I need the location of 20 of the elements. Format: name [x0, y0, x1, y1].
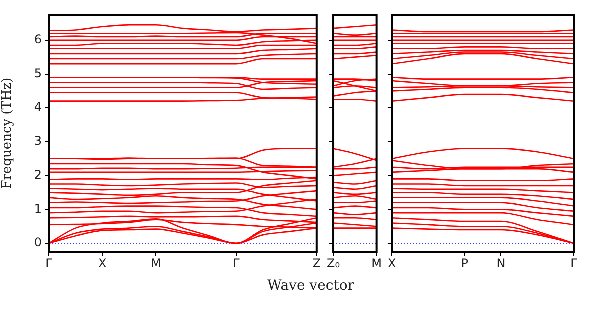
x-axis-title: Wave vector	[266, 278, 356, 294]
y-tick-label: 0	[34, 236, 42, 250]
x-tick-label: M	[150, 256, 162, 270]
y-tick-label: 3	[34, 134, 42, 148]
x-tick-label: Γ	[46, 256, 53, 270]
y-tick-label: 1	[34, 202, 42, 216]
x-tick-label: N	[496, 256, 506, 270]
x-tick-label: Z	[312, 256, 322, 270]
x-tick-label: P	[461, 256, 468, 270]
x-tick-label: M	[372, 256, 382, 270]
y-axis-title: Frequency (THz)	[0, 78, 16, 190]
x-tick-label: Γ	[233, 256, 240, 270]
y-tick-label: 6	[34, 32, 42, 47]
x-tick-label: X	[388, 256, 396, 270]
y-tick-label: 2	[34, 168, 42, 182]
x-tick-label: Γ	[570, 256, 578, 270]
x-tick-label: X	[98, 256, 107, 270]
y-tick-label: 5	[34, 66, 42, 80]
x-tick-label: Z₀	[327, 256, 340, 270]
y-tick-label: 4	[34, 100, 42, 114]
